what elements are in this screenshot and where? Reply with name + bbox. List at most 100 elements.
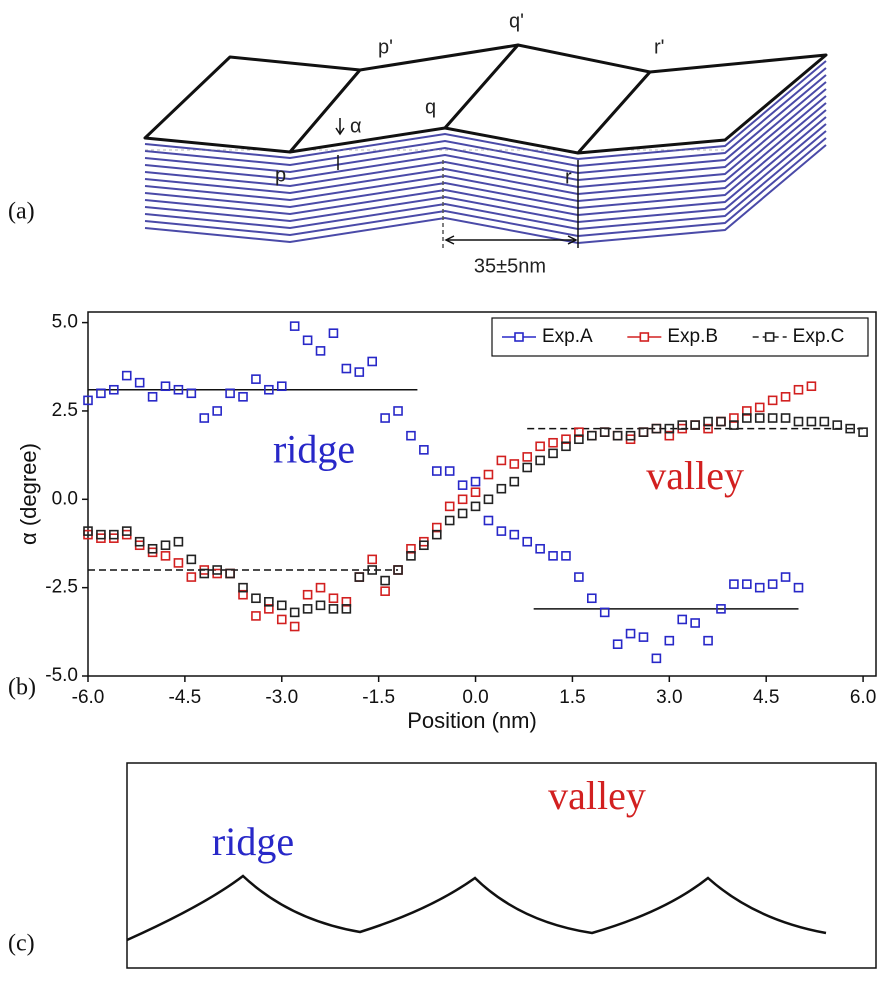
data-point <box>199 568 210 579</box>
x-tick-label: -1.5 <box>362 687 395 708</box>
x-tick-label: -6.0 <box>72 687 105 708</box>
data-point <box>238 582 248 593</box>
data-point <box>341 596 352 607</box>
data-point <box>483 469 494 480</box>
layer-line <box>144 123 827 224</box>
point-label: r <box>565 166 572 188</box>
data-point <box>625 628 636 639</box>
data-point <box>561 441 571 452</box>
data-point <box>535 543 545 554</box>
layer-line <box>144 144 827 245</box>
data-point <box>716 416 726 427</box>
data-point <box>289 321 300 331</box>
point-label: p' <box>378 36 393 58</box>
data-point <box>225 568 235 579</box>
data-point <box>328 328 339 339</box>
data-point <box>406 551 416 561</box>
data-point <box>690 420 700 430</box>
layer-line <box>144 102 827 203</box>
data-point <box>134 377 145 388</box>
data-point <box>651 423 662 434</box>
legend-box <box>491 317 869 357</box>
legend-marker <box>764 332 775 342</box>
data-point <box>419 540 429 551</box>
data-point <box>470 476 481 487</box>
data-point <box>483 494 494 505</box>
panel-label: (b) <box>8 675 36 701</box>
data-point <box>754 402 765 413</box>
data-point <box>289 621 300 632</box>
data-point <box>845 423 855 434</box>
data-point <box>574 572 584 582</box>
data-point <box>406 543 416 554</box>
legend-marker <box>514 332 524 342</box>
data-point <box>186 554 197 565</box>
data-point <box>406 430 416 441</box>
data-point <box>173 536 184 547</box>
data-point <box>806 416 817 427</box>
data-point <box>664 635 675 646</box>
data-point <box>819 416 830 427</box>
data-point <box>96 529 106 540</box>
data-point <box>393 406 403 416</box>
data-point <box>160 540 171 551</box>
x-axis-label: Position (nm) <box>407 708 537 733</box>
data-point <box>457 494 468 505</box>
data-point <box>354 367 365 377</box>
layer-stack <box>144 60 827 245</box>
data-point <box>535 441 545 452</box>
legend-label: Exp.B <box>667 326 718 347</box>
data-point <box>289 607 300 618</box>
data-point <box>147 543 158 554</box>
data-point <box>793 416 804 427</box>
data-point <box>716 416 726 427</box>
data-point <box>677 614 688 625</box>
data-point <box>328 593 339 604</box>
data-point <box>121 526 132 536</box>
data-point <box>276 614 287 625</box>
spacing-label: 35±5nm <box>474 255 546 277</box>
panel-label: (c) <box>8 931 35 957</box>
x-tick-label: 1.5 <box>559 687 585 708</box>
data-point <box>367 356 377 367</box>
data-point <box>444 466 455 476</box>
point-label: r' <box>654 36 664 58</box>
data-point <box>574 434 584 445</box>
x-tick-label: -3.0 <box>265 687 298 708</box>
point-label: q' <box>509 10 524 32</box>
data-point <box>729 579 739 589</box>
data-point <box>587 430 597 441</box>
data-point <box>793 582 804 593</box>
valley-label: valley <box>548 773 646 818</box>
layer-line <box>144 74 827 175</box>
data-point <box>638 427 649 437</box>
data-point <box>780 572 791 582</box>
layer-line <box>144 88 827 189</box>
data-point <box>354 572 365 582</box>
data-point <box>703 423 713 434</box>
data-point <box>767 579 778 589</box>
data-point <box>83 395 93 406</box>
data-point <box>612 639 623 649</box>
data-point <box>367 554 377 565</box>
data-point <box>341 363 352 374</box>
data-point <box>612 430 623 441</box>
data-point <box>677 420 688 430</box>
data-point <box>457 480 468 490</box>
y-tick-label: 5.0 <box>52 312 78 333</box>
data-point <box>767 395 778 406</box>
data-point <box>238 392 248 402</box>
dimension-arrows <box>444 235 578 245</box>
angle-arrow-head <box>335 127 345 136</box>
annotation: valley <box>646 453 744 498</box>
schematic-frame <box>126 762 877 969</box>
data-point <box>780 392 791 402</box>
data-point <box>470 501 481 512</box>
data-point <box>251 611 261 621</box>
data-point <box>83 526 93 536</box>
data-point <box>444 515 455 526</box>
data-point <box>742 406 752 416</box>
data-point <box>612 430 623 441</box>
